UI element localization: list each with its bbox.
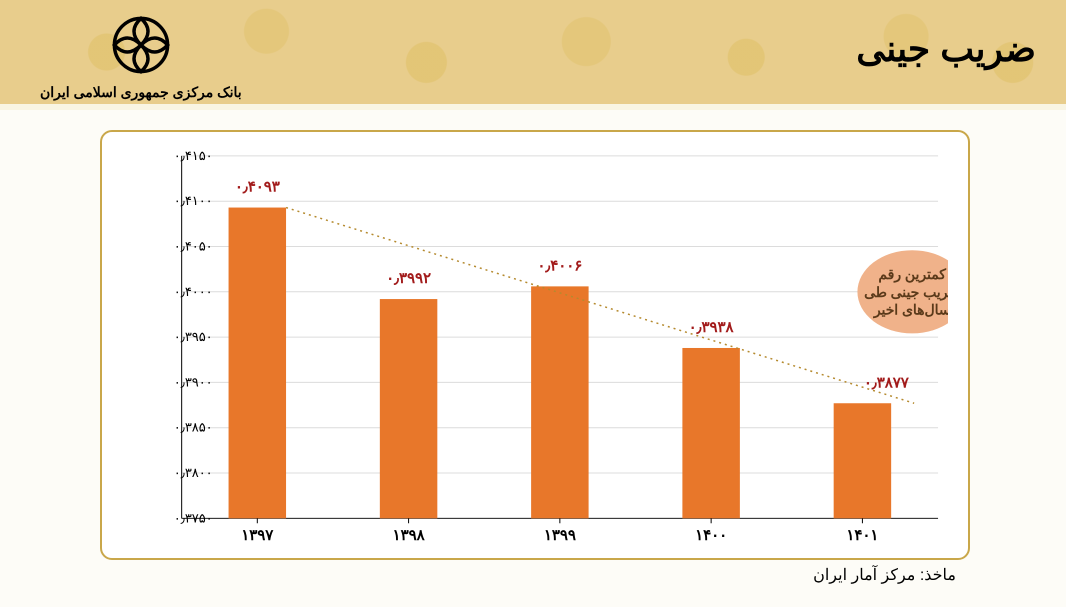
bar-value-label: ۰٫۳۸۷۷ [864,375,910,391]
callout-text: سال‌های اخیر [873,302,948,319]
x-tick-label: ۱۳۹۸ [393,528,426,544]
bank-name: بانک مرکزی جمهوری اسلامی ایران [40,84,242,101]
x-tick-label: ۱۳۹۹ [544,528,576,544]
y-tick-label: ۰٫۴۰۵۰ [174,238,213,253]
x-tick-label: ۱۴۰۰ [695,528,727,544]
y-tick-label: ۰٫۳۹۵۰ [174,329,213,344]
callout-text: کمترین رقم [878,266,946,283]
y-tick-label: ۰٫۳۸۰۰ [174,465,213,480]
bar [834,403,891,518]
x-tick-label: ۱۴۰۱ [846,528,878,544]
y-tick-label: ۰٫۴۰۰۰ [174,284,213,299]
y-tick-label: ۰٫۴۱۵۰ [174,148,213,163]
y-tick-label: ۰٫۴۱۰۰ [174,193,213,208]
x-tick-label: ۱۳۹۷ [241,528,274,544]
chart-container: ۰٫۳۷۵۰ ۰٫۳۸۰۰ ۰٫۳۸۵۰ ۰٫۳۹۰۰ ۰٫۳۹۵۰ ۰٫۴۰۰۰ ۰٫۴۰… [100,130,970,560]
bar [682,348,739,518]
bar-value-label: ۰٫۴۰۰۶ [537,259,582,275]
bank-logo-block: بانک مرکزی جمهوری اسلامی ایران [40,10,242,101]
y-tick-label: ۰٫۳۷۵۰ [174,510,213,525]
bar [531,286,588,518]
page-title: ضریب جینی [856,28,1036,70]
y-tick-label: ۰٫۳۹۰۰ [174,374,213,389]
callout-text: ضریب جینی طی [864,284,948,301]
source-citation: ماخذ: مرکز آمار ایران [813,565,956,585]
bar [229,208,286,519]
bar [380,299,437,518]
header-banner: ضریب جینی بانک مرکزی جمهوری اسلامی ایران [0,0,1066,110]
bar-value-label: ۰٫۴۰۹۳ [235,180,280,196]
y-tick-label: ۰٫۳۸۵۰ [174,420,213,435]
bar-value-label: ۰٫۳۹۳۸ [689,320,735,336]
gini-bar-chart: ۰٫۳۷۵۰ ۰٫۳۸۰۰ ۰٫۳۸۵۰ ۰٫۳۹۰۰ ۰٫۳۹۵۰ ۰٫۴۰۰۰ ۰٫۴۰… [112,146,948,550]
bar-value-label: ۰٫۳۹۹۲ [386,271,431,287]
cbi-logo-icon [106,10,176,80]
